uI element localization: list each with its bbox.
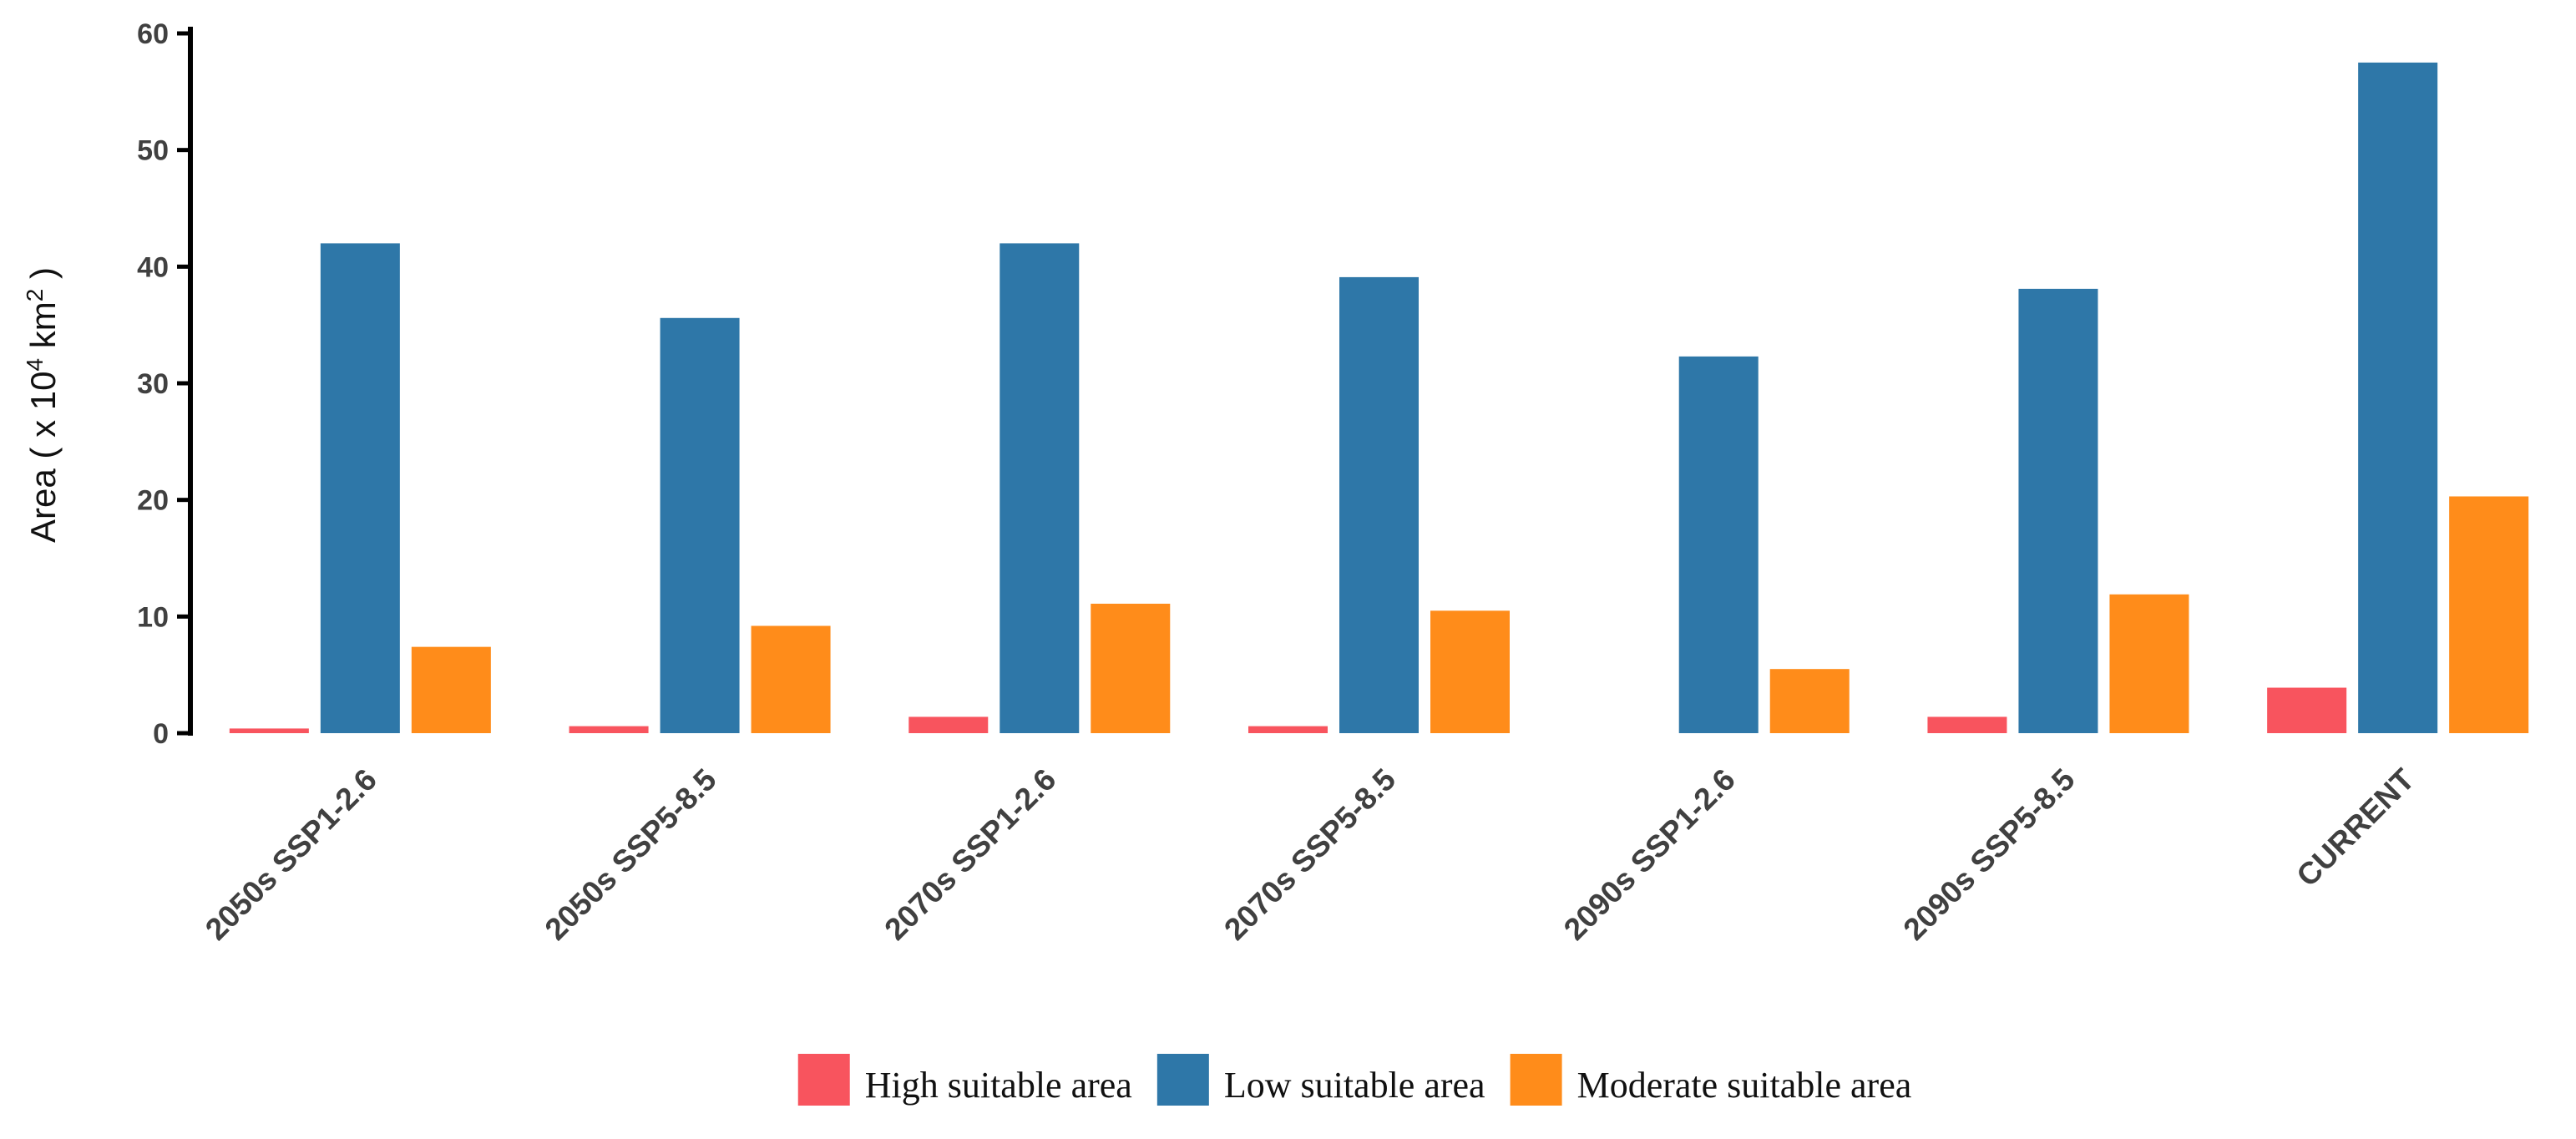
legend-swatch-low-suitable-area bbox=[1156, 1054, 1209, 1106]
x-tick-label: 2070s SSP5-8.5 bbox=[1217, 762, 1402, 947]
bar-low-suitable-area bbox=[2018, 288, 2098, 733]
bar-moderate-suitable-area bbox=[751, 625, 831, 733]
legend-swatch-high-suitable-area bbox=[797, 1054, 850, 1106]
x-tick-label: 2090s SSP1-2.6 bbox=[1557, 762, 1742, 947]
y-tick-label: 50 bbox=[137, 135, 169, 167]
legend-swatch-moderate-suitable-area bbox=[1510, 1054, 1562, 1106]
bar-moderate-suitable-area bbox=[1430, 610, 1510, 733]
bars-layer bbox=[229, 62, 2529, 733]
y-tick-label: 40 bbox=[137, 251, 169, 283]
bar-moderate-suitable-area bbox=[411, 646, 491, 733]
legend-label-high-suitable-area: High suitable area bbox=[865, 1065, 1132, 1106]
y-tick-label: 0 bbox=[153, 718, 169, 750]
bar-moderate-suitable-area bbox=[2449, 496, 2529, 733]
bar-moderate-suitable-area bbox=[1091, 603, 1171, 733]
bar-high-suitable-area bbox=[2267, 687, 2347, 733]
bar-low-suitable-area bbox=[1339, 276, 1419, 733]
x-tick-label: 2090s SSP5-8.5 bbox=[1897, 762, 2082, 947]
x-tick-label: 2050s SSP1-2.6 bbox=[199, 762, 383, 947]
bar-high-suitable-area bbox=[1248, 726, 1328, 733]
y-axis-label: Area ( x 104 km2 ) bbox=[22, 267, 63, 543]
bar-low-suitable-area bbox=[1678, 356, 1759, 733]
bar-moderate-suitable-area bbox=[1769, 669, 1850, 733]
x-tick-label: 2050s SSP5-8.5 bbox=[539, 762, 723, 947]
legend-label-moderate-suitable-area: Moderate suitable area bbox=[1577, 1065, 1912, 1106]
bar-low-suitable-area bbox=[660, 317, 740, 733]
y-axis-label-exponent: 4 bbox=[22, 358, 48, 372]
y-tick-label: 20 bbox=[137, 485, 169, 517]
bar-high-suitable-area bbox=[229, 728, 309, 733]
bar-high-suitable-area bbox=[569, 726, 649, 733]
legend-label-low-suitable-area: Low suitable area bbox=[1224, 1065, 1485, 1106]
bar-low-suitable-area bbox=[2358, 62, 2438, 733]
bar-low-suitable-area bbox=[1000, 243, 1080, 733]
y-axis-label-suffix: ) bbox=[23, 267, 63, 289]
y-axis-label-prefix: Area ( x 10 bbox=[23, 372, 63, 543]
y-axis-label-unit: km bbox=[23, 301, 63, 358]
bar-low-suitable-area bbox=[320, 243, 400, 733]
y-axis-label-layer: Area ( x 104 km2 ) bbox=[22, 267, 63, 543]
y-tick-label: 30 bbox=[137, 368, 169, 400]
bar-high-suitable-area bbox=[908, 716, 989, 733]
x-tick-label: CURRENT bbox=[2290, 762, 2421, 893]
bar-moderate-suitable-area bbox=[2109, 594, 2189, 733]
legend: High suitable area Low suitable area Moder… bbox=[797, 1054, 1912, 1106]
y-tick-label: 10 bbox=[137, 601, 169, 633]
bar-high-suitable-area bbox=[1927, 716, 2007, 733]
y-axis-label-unit-exponent: 2 bbox=[22, 289, 48, 302]
y-tick-label: 60 bbox=[137, 18, 169, 50]
x-tick-label: 2070s SSP1-2.6 bbox=[878, 762, 1062, 947]
